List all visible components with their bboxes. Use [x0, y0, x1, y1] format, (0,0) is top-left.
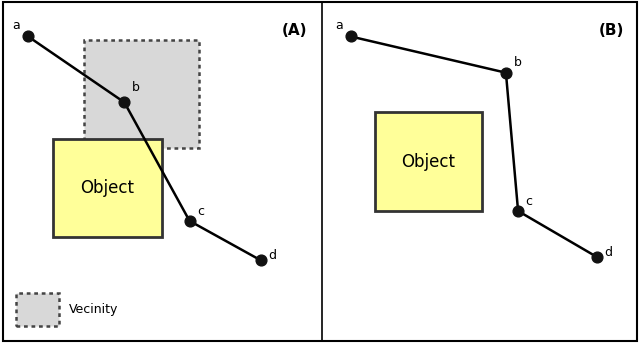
Text: c: c [525, 195, 532, 208]
Text: d: d [605, 246, 612, 259]
Point [184, 218, 195, 224]
Text: b: b [513, 56, 522, 69]
Bar [375, 112, 482, 211]
Text: a: a [335, 19, 343, 32]
Bar [84, 40, 199, 149]
Text: a: a [13, 19, 20, 32]
Text: (A): (A) [282, 23, 307, 38]
Point [501, 70, 511, 75]
Point [513, 208, 524, 214]
Text: Vecinity: Vecinity [68, 303, 118, 316]
Point [346, 34, 356, 39]
Text: Object: Object [80, 179, 134, 197]
Point [119, 99, 129, 105]
Point [23, 34, 33, 39]
Text: b: b [132, 81, 140, 94]
Bar [16, 293, 59, 326]
Point [592, 255, 602, 260]
Bar [53, 139, 162, 237]
Text: Object: Object [401, 153, 456, 170]
Point [256, 258, 266, 263]
Text: c: c [197, 204, 204, 217]
Text: d: d [269, 249, 276, 262]
Text: (B): (B) [599, 23, 625, 38]
